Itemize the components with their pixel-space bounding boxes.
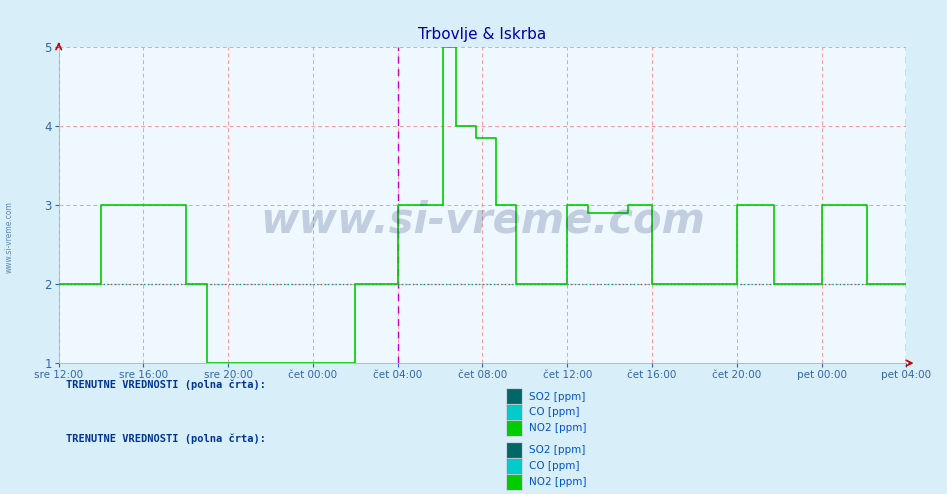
Text: NO2 [ppm]: NO2 [ppm] [529, 423, 587, 433]
Text: SO2 [ppm]: SO2 [ppm] [529, 446, 586, 455]
Text: SO2 [ppm]: SO2 [ppm] [529, 392, 586, 402]
Text: NO2 [ppm]: NO2 [ppm] [529, 477, 587, 487]
Text: CO [ppm]: CO [ppm] [529, 461, 580, 471]
Text: www.si-vreme.com: www.si-vreme.com [5, 201, 14, 273]
Title: Trbovlje & Iskrba: Trbovlje & Iskrba [419, 27, 546, 41]
Text: TRENUTNE VREDNOSTI (polna črta):: TRENUTNE VREDNOSTI (polna črta): [66, 379, 266, 390]
Text: TRENUTNE VREDNOSTI (polna črta):: TRENUTNE VREDNOSTI (polna črta): [66, 434, 266, 444]
Text: www.si-vreme.com: www.si-vreme.com [260, 200, 705, 242]
Text: CO [ppm]: CO [ppm] [529, 408, 580, 417]
